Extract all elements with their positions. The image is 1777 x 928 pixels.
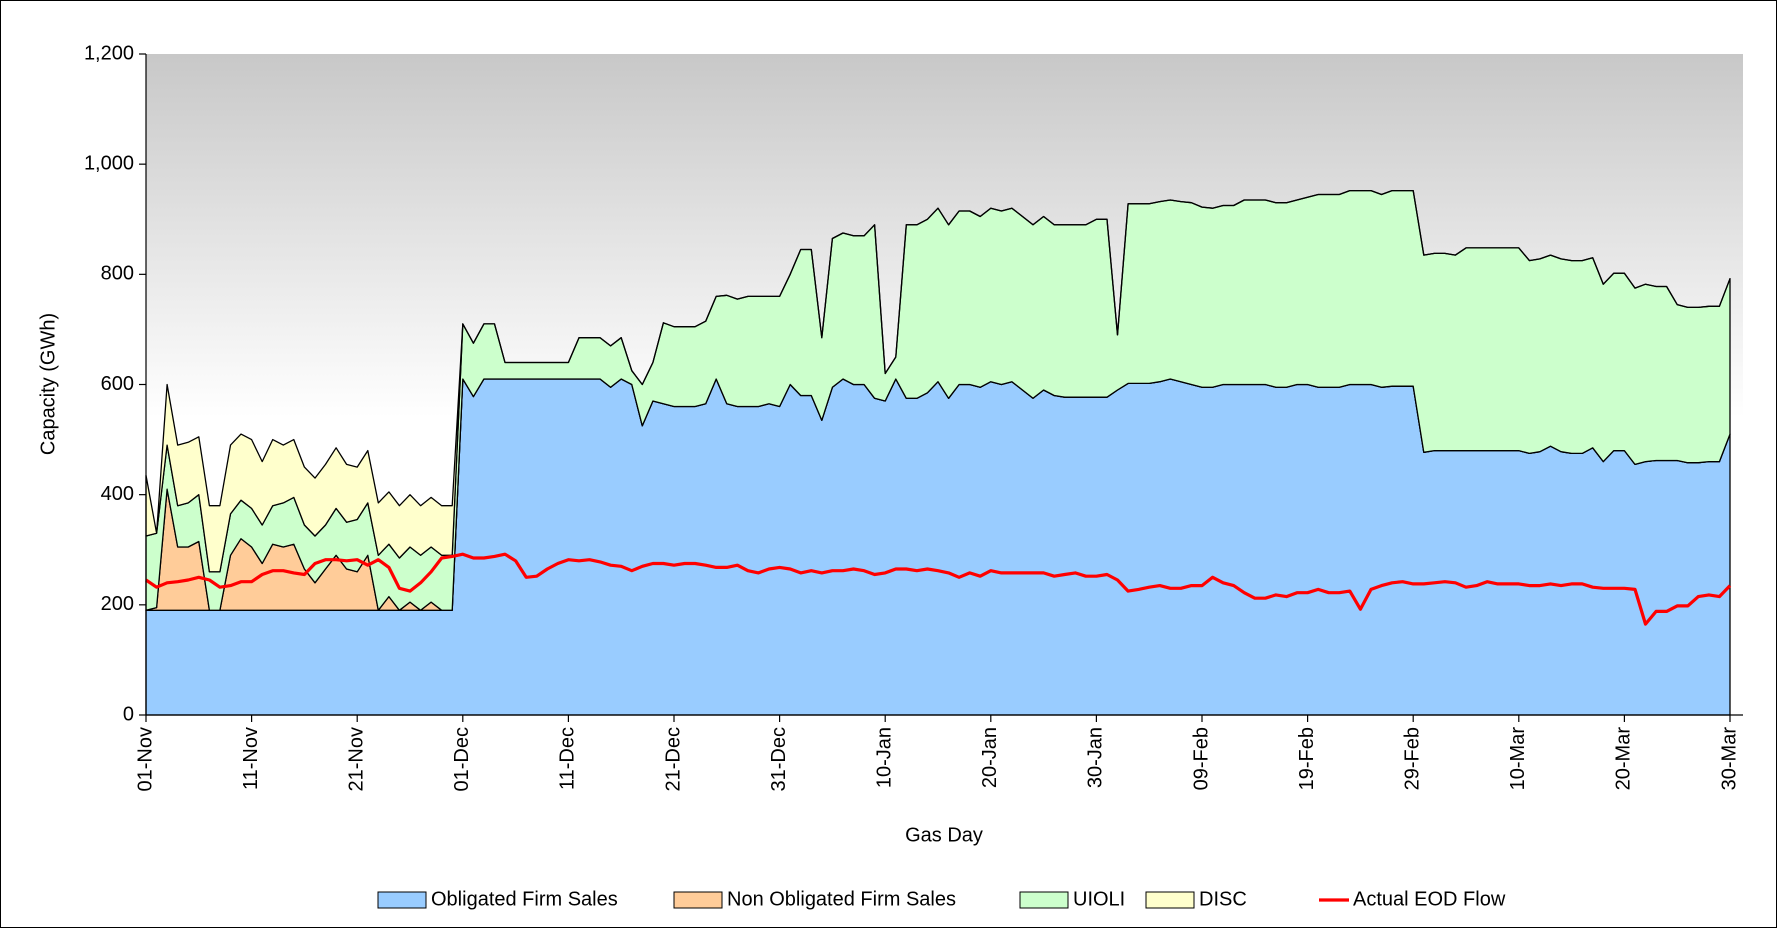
x-tick-label: 20-Jan (979, 727, 1001, 788)
x-tick-label: 10-Mar (1507, 727, 1529, 791)
x-tick-label: 01-Dec (451, 727, 473, 791)
legend-label: Non Obligated Firm Sales (727, 888, 956, 910)
x-tick-label: 31-Dec (768, 727, 790, 791)
x-tick-label: 01-Nov (134, 727, 156, 791)
y-tick-label: 400 (101, 483, 134, 505)
x-tick-label: 21-Nov (345, 727, 367, 791)
x-tick-label: 09-Feb (1190, 727, 1212, 790)
legend-swatch (377, 891, 427, 909)
y-tick-label: 800 (101, 263, 134, 285)
y-axis-title: Capacity (GWh) (37, 313, 59, 455)
legend-swatch (1145, 891, 1195, 909)
area (145, 189, 1731, 573)
x-tick-label: 30-Jan (1085, 727, 1107, 788)
legend-label: DISC (1199, 888, 1247, 910)
line (145, 552, 1732, 626)
legend-label: Actual EOD Flow (1353, 888, 1506, 910)
x-axis-title: Gas Day (905, 824, 983, 846)
legend-label: Obligated Firm Sales (431, 888, 618, 910)
x-tick-label: 11-Nov (240, 727, 262, 790)
y-tick-label: 600 (101, 373, 134, 395)
y-tick-label: 0 (123, 703, 134, 725)
x-tick-label: 21-Dec (662, 727, 684, 791)
legend-swatch (673, 891, 723, 909)
y-tick-label: 1,200 (84, 42, 134, 64)
legend-swatch (1019, 891, 1069, 909)
y-tick-label: 200 (101, 593, 134, 615)
x-tick-label: 10-Jan (873, 727, 895, 788)
x-tick-label: 11-Dec (557, 727, 579, 790)
x-tick-label: 20-Mar (1613, 727, 1635, 791)
x-tick-label: 19-Feb (1296, 727, 1318, 790)
x-tick-label: 30-Mar (1718, 727, 1740, 791)
y-tick-label: 1,000 (84, 152, 134, 174)
x-tick-label: 29-Feb (1401, 727, 1423, 790)
legend-label: UIOLI (1073, 888, 1125, 910)
